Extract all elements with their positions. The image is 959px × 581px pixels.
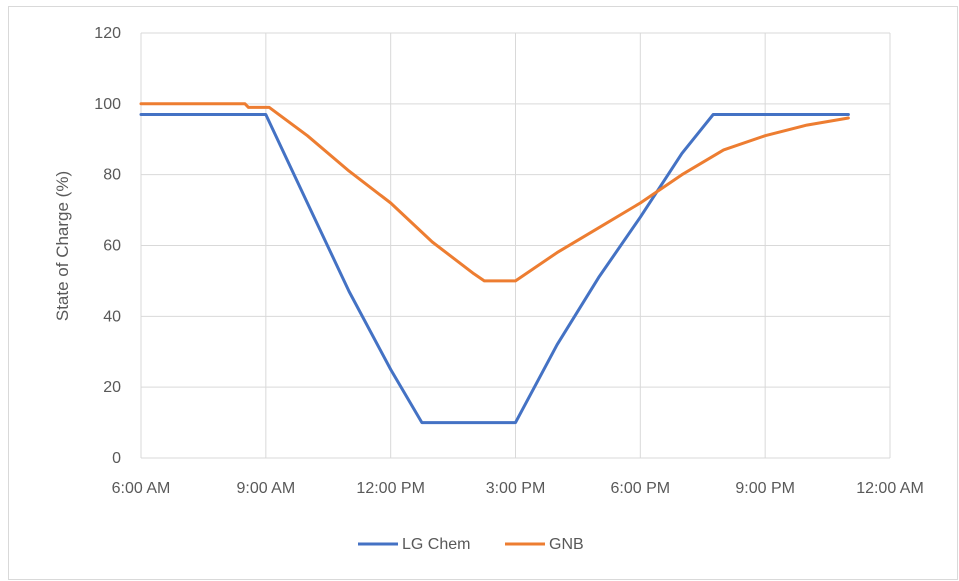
x-tick-label: 3:00 PM <box>486 480 546 497</box>
x-axis-ticks: 6:00 AM 9:00 AM 12:00 PM 3:00 PM 6:00 PM 9:00… <box>112 480 924 497</box>
y-tick-label: 100 <box>94 96 121 113</box>
y-tick-label: 80 <box>103 167 121 184</box>
y-tick-label: 120 <box>94 25 121 42</box>
legend: LG Chem GNB <box>358 536 584 553</box>
chart-frame <box>8 6 958 580</box>
series-line-gnb <box>139 102 850 283</box>
x-tick-label: 9:00 AM <box>236 480 295 497</box>
series-line-lg-chem <box>139 113 850 425</box>
x-tick-label: 6:00 PM <box>611 480 671 497</box>
y-tick-label: 60 <box>103 238 121 255</box>
legend-label: GNB <box>549 536 584 553</box>
x-tick-label: 12:00 PM <box>356 480 424 497</box>
y-tick-label: 40 <box>103 308 121 325</box>
y-axis-title: State of Charge (%) <box>53 171 72 321</box>
x-tick-label: 6:00 AM <box>112 480 171 497</box>
gridlines <box>140 32 891 459</box>
x-tick-label: 9:00 PM <box>735 480 795 497</box>
x-tick-label: 12:00 AM <box>856 480 924 497</box>
y-tick-label: 20 <box>103 379 121 396</box>
y-axis-ticks: 0 20 40 60 80 100 120 <box>94 25 121 467</box>
y-tick-label: 0 <box>112 450 121 467</box>
series-lines <box>139 102 850 425</box>
legend-label: LG Chem <box>402 536 470 553</box>
